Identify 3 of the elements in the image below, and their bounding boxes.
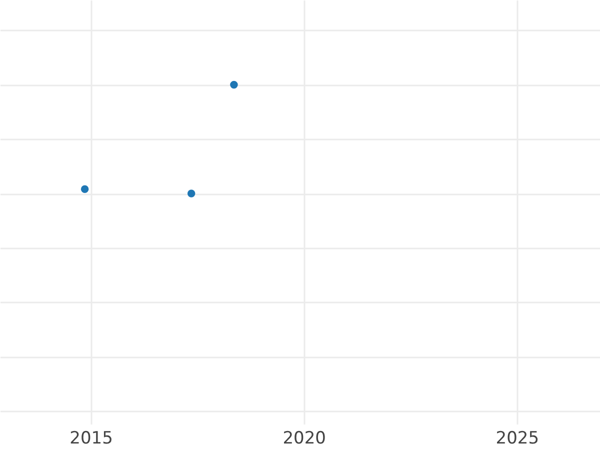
x-tick-label: 2025 [496,428,540,448]
x-tick-label: 2015 [70,428,113,448]
x-tick-label: 2020 [282,428,326,448]
